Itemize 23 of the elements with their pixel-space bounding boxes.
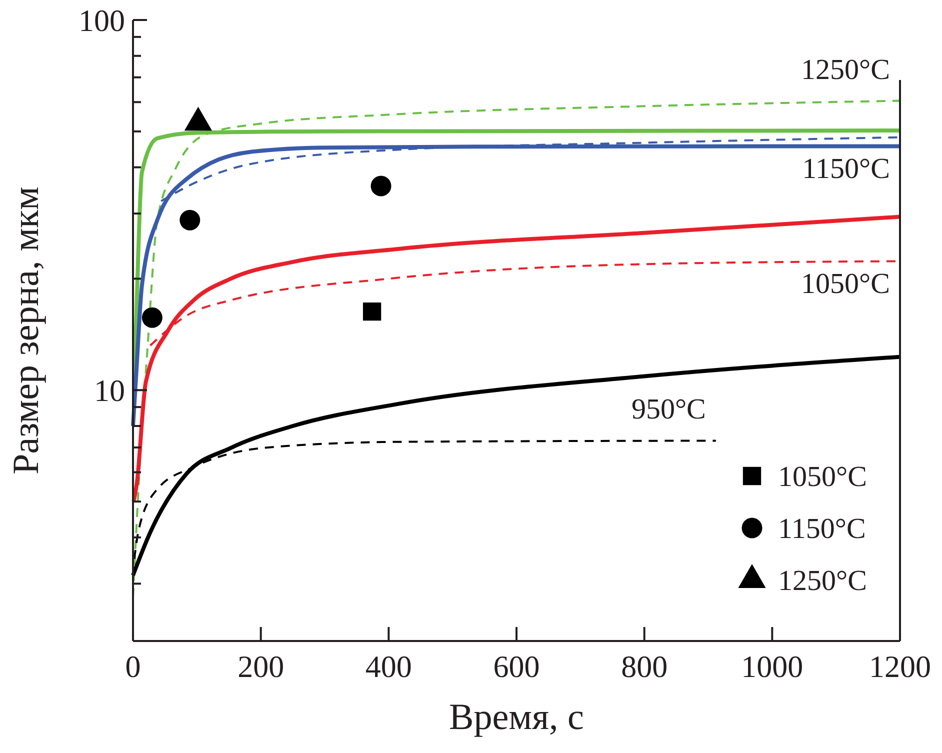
x-tick-label: 600 (493, 649, 540, 684)
legend-label: 1250°C (778, 565, 867, 598)
y-tick-label: 10 (94, 372, 125, 408)
point (142, 307, 162, 328)
x-axis-title: Время, с (449, 697, 584, 738)
x-tick-label: 0 (125, 649, 141, 684)
line-series (132, 214, 902, 504)
point (362, 302, 382, 321)
series-label: 1050°C (801, 268, 890, 300)
series-label: 1250°C (801, 54, 890, 86)
x-tick-label: 400 (365, 649, 412, 684)
y-tick-label: 100 (78, 2, 125, 38)
series-label: 1150°C (802, 153, 890, 186)
x-tick-label: 200 (238, 649, 284, 684)
x-tick-label: 1000 (741, 649, 804, 684)
x-tick-label: 1200 (869, 649, 931, 684)
point (180, 210, 200, 230)
series-label: 950°C (631, 394, 706, 426)
point (370, 176, 392, 196)
y-axis-title: Размер зерна, мкм (6, 186, 47, 474)
x-tick-label: 800 (621, 649, 668, 684)
legend-label: 1150°C (778, 513, 866, 546)
legend-label: 1050°C (778, 461, 867, 494)
